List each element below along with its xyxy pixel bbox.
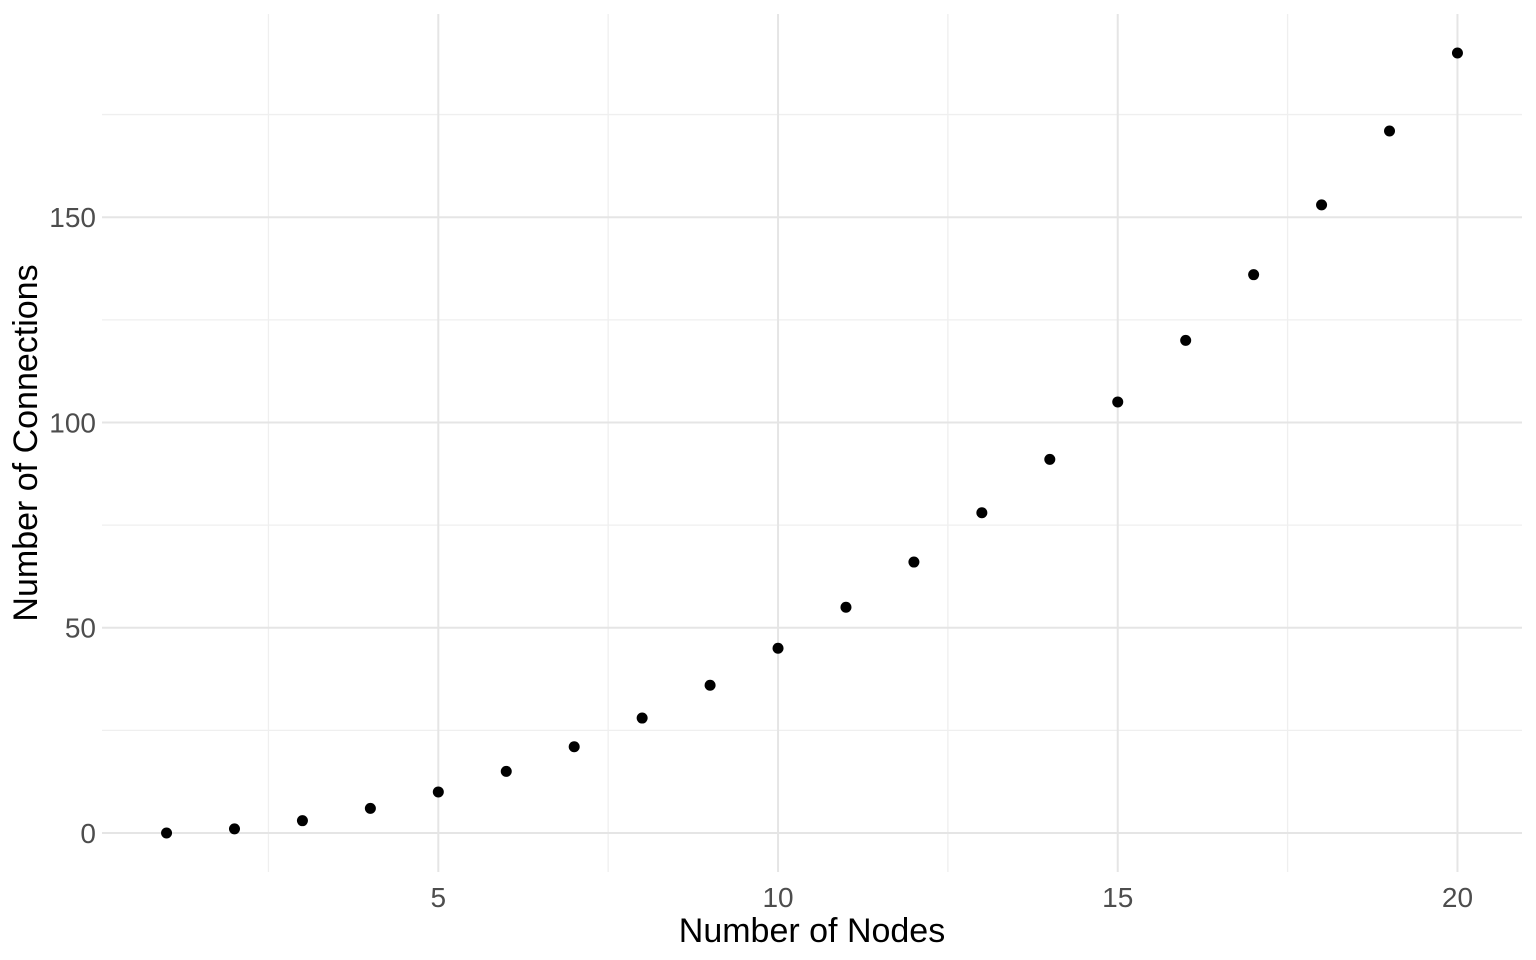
y-axis-title: Number of Connections: [7, 264, 45, 621]
data-point: [772, 642, 784, 654]
data-point: [296, 815, 308, 827]
y-tick-label: 50: [65, 613, 96, 644]
data-point: [1180, 334, 1192, 346]
gridlines-minor: [102, 14, 1522, 872]
data-point: [976, 507, 988, 519]
data-point: [636, 712, 648, 724]
x-tick-label: 10: [762, 882, 793, 913]
y-tick-label: 150: [49, 202, 96, 233]
data-point: [1248, 269, 1260, 281]
x-axis-tick-labels: 5 10 15 20: [431, 882, 1474, 913]
data-point: [228, 823, 240, 835]
data-point: [1044, 453, 1056, 465]
y-axis-tick-labels: 0 50 100 150: [49, 202, 96, 849]
data-point: [1384, 125, 1396, 137]
data-point: [1316, 199, 1328, 211]
data-point: [1112, 396, 1124, 408]
x-tick-label: 20: [1442, 882, 1473, 913]
data-point: [908, 556, 920, 568]
y-tick-label: 100: [49, 407, 96, 438]
data-point: [432, 786, 444, 798]
data-point: [500, 765, 512, 777]
data-point: [364, 802, 376, 814]
gridlines-major: [102, 14, 1522, 872]
data-point: [568, 741, 580, 753]
x-tick-label: 15: [1102, 882, 1133, 913]
data-point: [161, 827, 173, 839]
data-point: [840, 601, 852, 613]
x-axis-title: Number of Nodes: [679, 912, 945, 950]
data-points: [161, 47, 1463, 839]
data-point: [704, 679, 716, 691]
data-point: [1451, 47, 1463, 59]
y-tick-label: 0: [80, 818, 96, 849]
x-tick-label: 5: [431, 882, 447, 913]
